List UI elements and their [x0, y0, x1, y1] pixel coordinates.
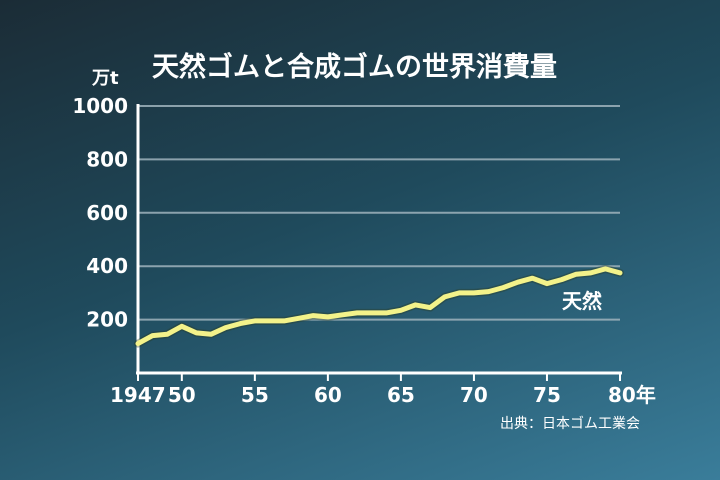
data-point: [194, 331, 198, 335]
x-tick-label: 60: [314, 383, 342, 407]
y-tick-label: 800: [86, 147, 128, 171]
data-point: [180, 324, 184, 328]
x-tick-labels: 1947 50 55 60 65 70 75 80年: [110, 373, 656, 407]
data-point: [545, 282, 549, 286]
chart-title: 天然ゴムと合成ゴムの世界消費量: [152, 51, 557, 83]
data-point: [384, 311, 388, 315]
y-tick-label: 1000: [72, 94, 128, 118]
data-point: [530, 276, 534, 280]
data-point: [428, 306, 432, 310]
series-label-natural: 天然: [562, 289, 602, 313]
data-point: [603, 267, 607, 271]
data-point: [560, 278, 564, 282]
data-point: [589, 271, 593, 275]
y-tick-label: 600: [86, 201, 128, 225]
x-tick-label: 1947: [110, 383, 166, 407]
data-point: [501, 286, 505, 290]
y-axis-unit: 万t: [91, 68, 119, 89]
data-point: [311, 314, 315, 318]
data-point: [297, 316, 301, 320]
data-point: [487, 290, 491, 294]
y-tick-label: 200: [86, 308, 128, 332]
data-point: [399, 308, 403, 312]
data-point: [443, 295, 447, 299]
data-point: [267, 319, 271, 323]
data-point: [224, 326, 228, 330]
data-point: [618, 271, 622, 275]
data-point: [209, 332, 213, 336]
y-tick-labels: 200 400 600 800 1000: [72, 94, 128, 332]
grid-lines: [138, 105, 620, 321]
x-tick-label: 75: [533, 383, 561, 407]
data-point: [414, 303, 418, 307]
data-point: [355, 311, 359, 315]
y-tick-label: 400: [86, 254, 128, 278]
data-point: [472, 291, 476, 295]
data-point: [253, 319, 257, 323]
x-tick-label: 70: [460, 383, 488, 407]
x-tick-label: 80年: [608, 383, 656, 407]
data-point: [282, 319, 286, 323]
source-note: 出典：日本ゴム工業会: [500, 415, 640, 432]
data-point: [370, 311, 374, 315]
x-tick-label: 65: [387, 383, 415, 407]
data-point: [238, 322, 242, 326]
data-point: [340, 313, 344, 317]
data-point: [165, 332, 169, 336]
data-point: [326, 315, 330, 319]
data-point: [151, 334, 155, 338]
x-tick-label: 55: [241, 383, 269, 407]
data-point: [516, 280, 520, 284]
data-point: [136, 342, 140, 346]
data-point: [574, 272, 578, 276]
series-layer: [134, 264, 624, 348]
data-point: [457, 291, 461, 295]
x-tick-label: 50: [168, 383, 196, 407]
series-line-natural: [135, 266, 623, 347]
